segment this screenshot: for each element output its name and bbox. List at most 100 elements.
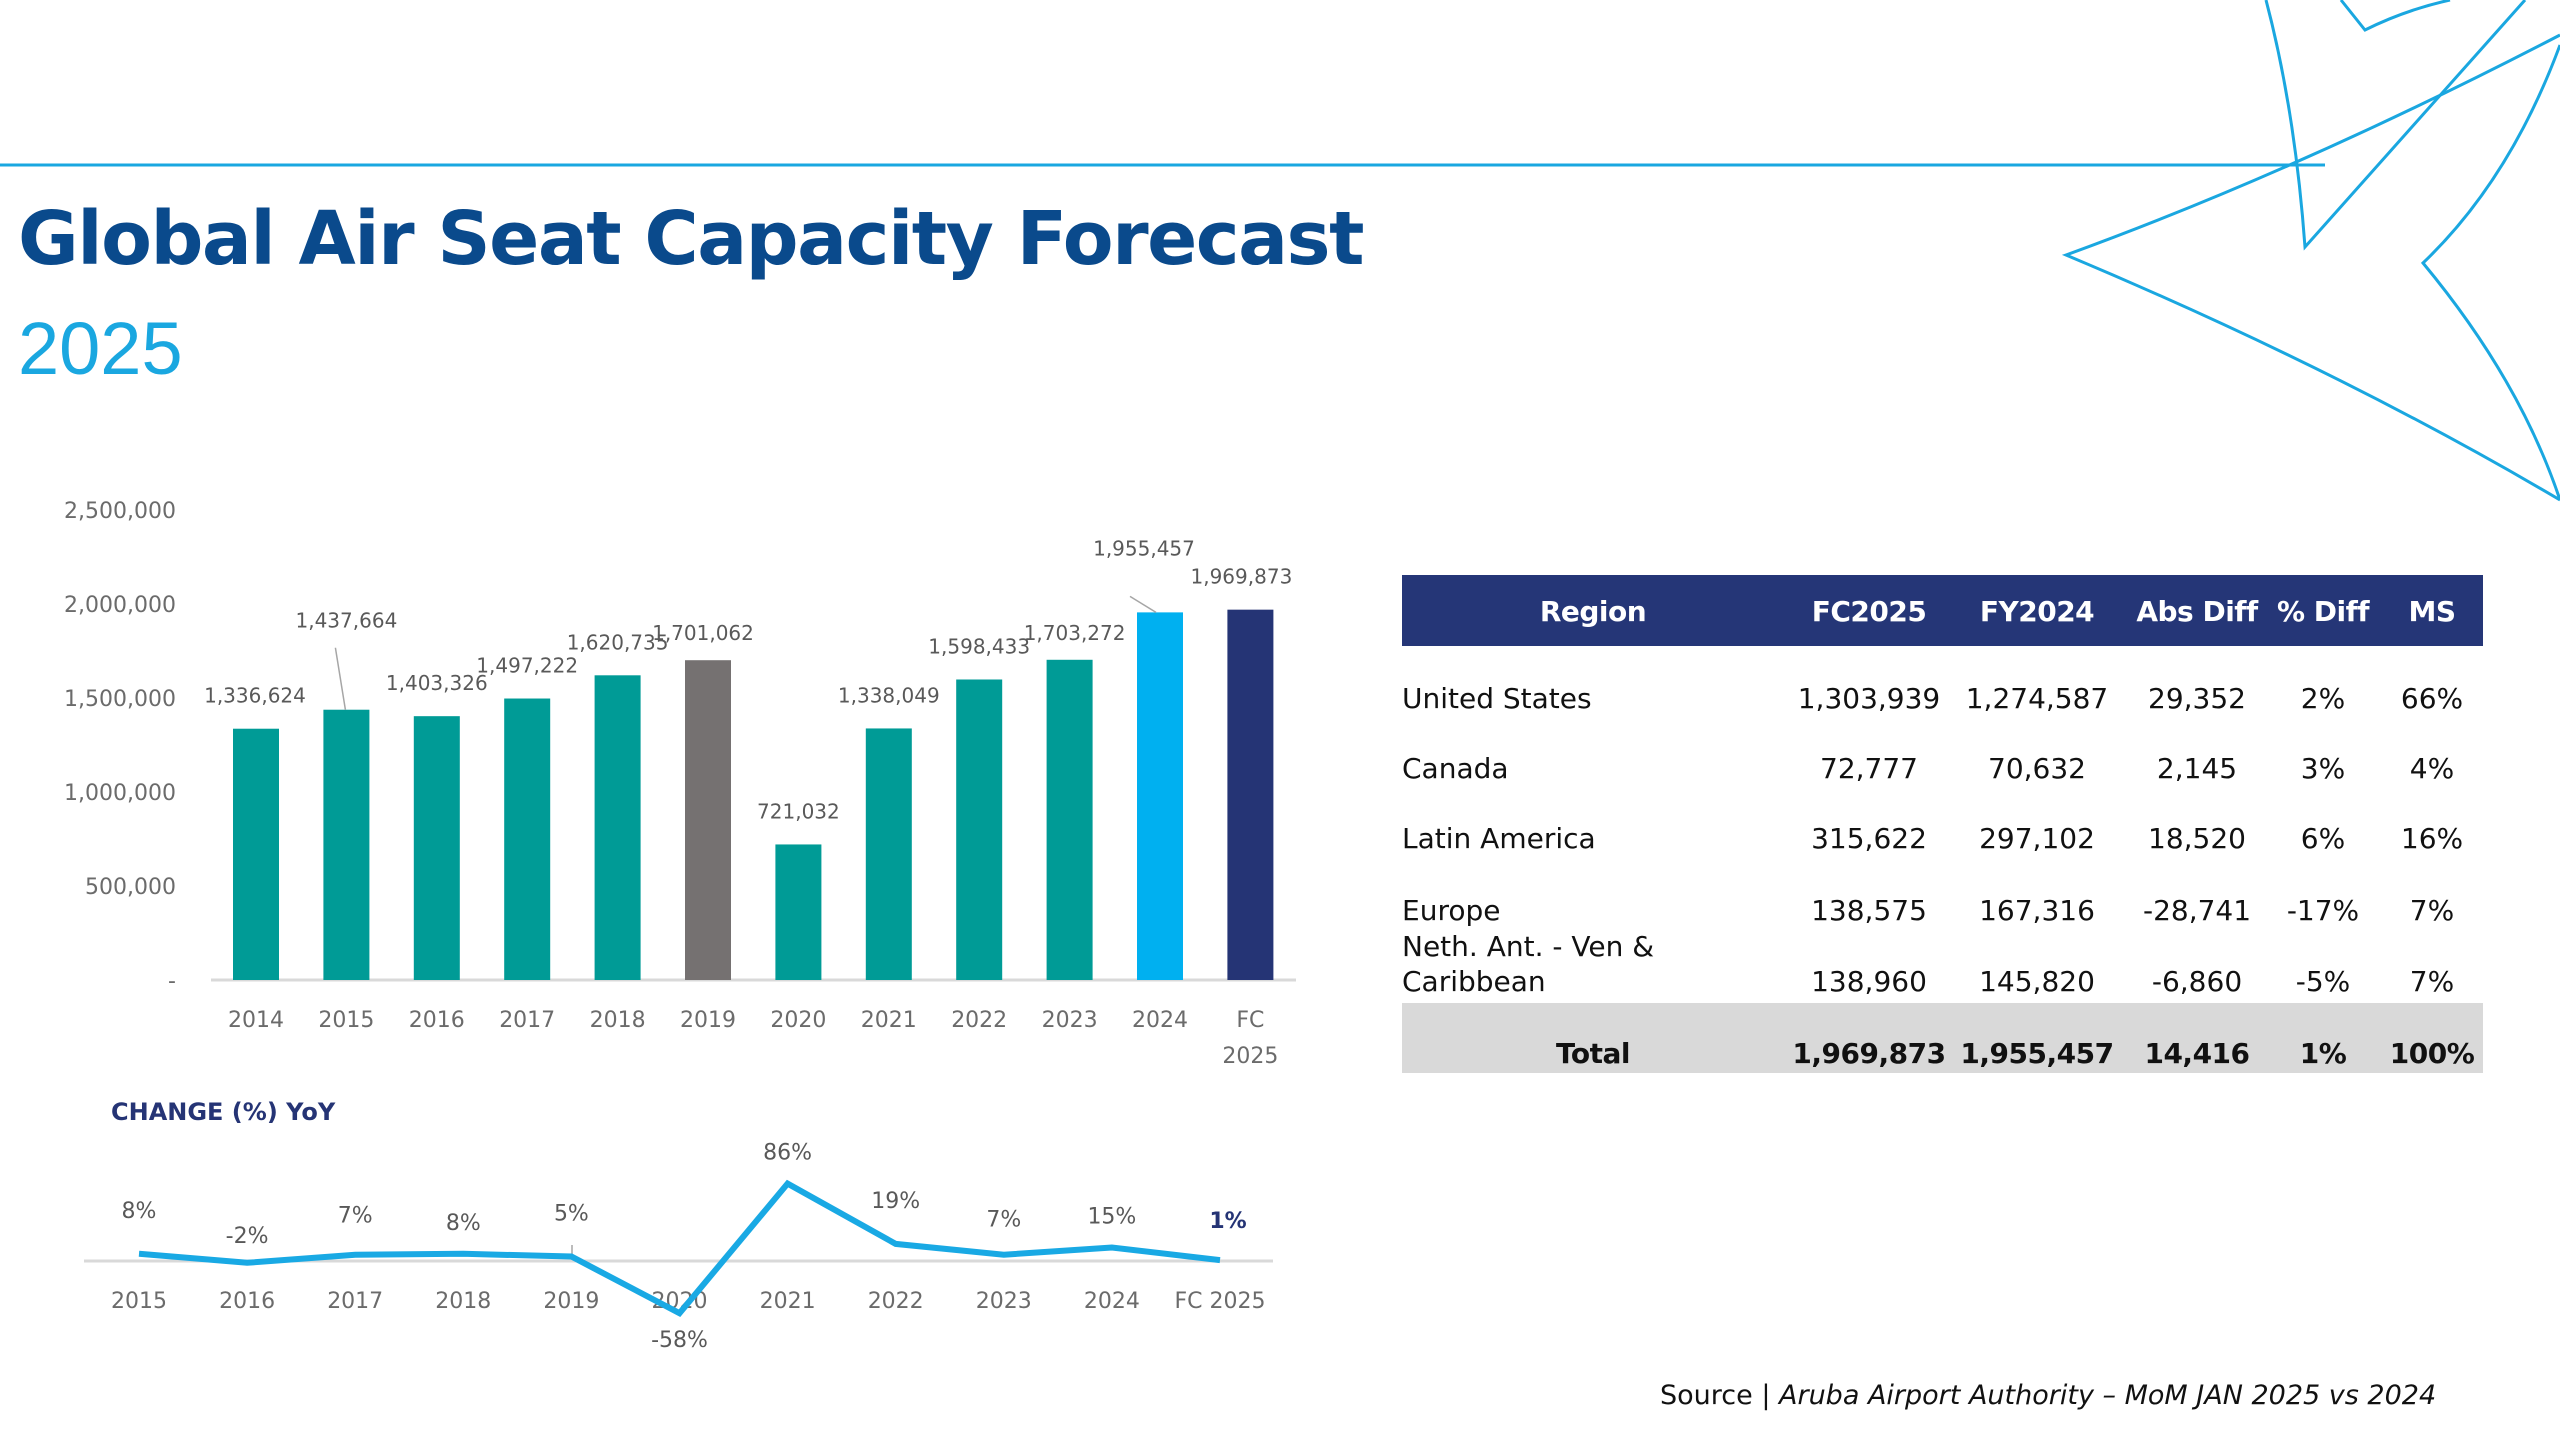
source-prefix: Source |	[1660, 1380, 1779, 1411]
fc2025-value: 72,777	[1820, 752, 1918, 785]
ms-value: 7%	[2409, 894, 2455, 927]
total-label: Total	[1556, 1037, 1631, 1070]
x-tick-label: 2019	[680, 1008, 736, 1033]
region-name-line-1: Neth. Ant. - Ven &	[1402, 930, 1655, 963]
column-header-pct-diff: % Diff	[2276, 595, 2370, 628]
ms-value: 4%	[2409, 752, 2455, 785]
y-tick-label: 1,000,000	[64, 781, 176, 806]
bar-data-label: 1,338,049	[838, 683, 940, 707]
total-fc2025: 1,969,873	[1792, 1037, 1946, 1070]
yoy-data-label: 1%	[1209, 1209, 1246, 1234]
yoy-x-tick-label: 2015	[111, 1289, 167, 1314]
yoy-x-tick-label: 2022	[868, 1289, 924, 1314]
bar-data-label: 1,598,433	[928, 634, 1030, 658]
column-header-fc2025: FC2025	[1811, 595, 1927, 628]
pct-diff-value: -5%	[2295, 965, 2351, 998]
yoy-x-tick-label: 2018	[435, 1289, 491, 1314]
total-fy2024: 1,955,457	[1960, 1037, 2114, 1070]
abs-diff-value: 29,352	[2148, 682, 2246, 715]
x-tick-label: 2025	[1222, 1044, 1278, 1069]
yoy-data-label: 8%	[446, 1211, 481, 1236]
total-pct-diff: 1%	[2299, 1037, 2347, 1070]
table-total-row: Total 1,969,873 1,955,457 14,416 1% 100%	[1402, 1003, 2483, 1073]
bar-data-label: 1,403,326	[386, 671, 488, 695]
bar-2014	[233, 728, 279, 980]
bar-2015	[323, 709, 370, 980]
yoy-x-tick-label: 2016	[219, 1289, 275, 1314]
pct-diff-value: 6%	[2300, 822, 2346, 855]
abs-diff-value: 2,145	[2156, 752, 2238, 785]
column-header-fy2024: FY2024	[1979, 595, 2095, 628]
x-tick-label: 2014	[228, 1008, 284, 1033]
x-tick-label: 2020	[770, 1008, 826, 1033]
page-subtitle-year: 2025	[18, 307, 183, 390]
x-tick-label: FC	[1236, 1008, 1264, 1033]
page-title: Global Air Seat Capacity Forecast	[18, 196, 1364, 282]
source-text: Aruba Airport Authority – MoM JAN 2025 v…	[1779, 1380, 2437, 1411]
pct-diff-value: -17%	[2286, 894, 2360, 927]
total-ms: 100%	[2389, 1037, 2475, 1070]
region-name: Canada	[1402, 752, 1509, 785]
bar-fc-2025	[1227, 609, 1274, 980]
yoy-series-line	[138, 1179, 1221, 1317]
yoy-data-label: 7%	[986, 1208, 1021, 1233]
abs-diff-value: -6,860	[2151, 965, 2243, 998]
x-tick-label: 2021	[861, 1008, 917, 1033]
fc2025-value: 1,303,939	[1797, 682, 1941, 715]
y-tick-label: 500,000	[85, 875, 176, 900]
yoy-x-tick-label: 2017	[327, 1289, 383, 1314]
bar-2023	[1046, 659, 1093, 980]
yoy-chart-title: CHANGE (%) YoY	[111, 1098, 336, 1126]
ms-value: 7%	[2409, 965, 2455, 998]
bar-data-label: 1,336,624	[204, 684, 306, 708]
ms-value: 16%	[2400, 822, 2464, 855]
x-tick-label: 2024	[1132, 1008, 1188, 1033]
fy2024-value: 167,316	[1979, 894, 2095, 927]
bar-data-label: 1,437,664	[296, 609, 398, 633]
bar-2016	[413, 716, 460, 980]
fy2024-value: 297,102	[1979, 822, 2095, 855]
yoy-x-tick-label: FC 2025	[1175, 1289, 1266, 1314]
yoy-data-label: 8%	[122, 1199, 157, 1224]
yoy-x-tick-label: 2021	[760, 1289, 816, 1314]
yoy-x-tick-label: 2024	[1084, 1289, 1140, 1314]
fy2024-value: 145,820	[1979, 965, 2095, 998]
bar-data-label: 1,620,735	[567, 630, 669, 654]
bar-2024	[1137, 612, 1183, 980]
bar-data-label: 1,703,272	[1024, 621, 1126, 645]
abs-diff-value: -28,741	[2142, 894, 2252, 927]
label-leader-line	[334, 647, 347, 710]
region-name: Europe	[1402, 894, 1501, 927]
ms-value: 66%	[2400, 682, 2464, 715]
yoy-x-tick-label: 2019	[543, 1289, 599, 1314]
column-header-abs-diff: Abs Diff	[2136, 595, 2258, 628]
x-tick-label: 2017	[499, 1008, 555, 1033]
pct-diff-value: 2%	[2300, 682, 2346, 715]
total-abs-diff: 14,416	[2144, 1037, 2250, 1070]
y-tick-label: 2,500,000	[64, 499, 176, 524]
yoy-x-tick-label: 2023	[976, 1289, 1032, 1314]
x-tick-label: 2018	[590, 1008, 646, 1033]
region-name-line-2: Caribbean	[1402, 965, 1546, 998]
x-tick-label: 2023	[1042, 1008, 1098, 1033]
fc2025-value: 138,960	[1811, 965, 1927, 998]
fy2024-value: 70,632	[1988, 752, 2086, 785]
x-tick-label: 2016	[409, 1008, 465, 1033]
column-header-ms: MS	[2408, 595, 2456, 628]
fc2025-value: 138,575	[1811, 894, 1927, 927]
bar-data-label: 1,969,873	[1191, 565, 1293, 589]
x-tick-label: 2022	[951, 1008, 1007, 1033]
y-tick-label: 2,000,000	[64, 593, 176, 618]
bar-2017	[504, 698, 551, 980]
bar-2020	[775, 844, 822, 980]
label-leader-line	[1129, 595, 1157, 614]
yoy-data-label: 15%	[1087, 1205, 1136, 1230]
bar-2022	[956, 679, 1003, 980]
abs-diff-value: 18,520	[2148, 822, 2246, 855]
source-note: Source | Aruba Airport Authority – MoM J…	[1660, 1380, 2436, 1411]
bar-2019	[685, 660, 731, 980]
bar-data-label: 721,032	[757, 799, 840, 823]
